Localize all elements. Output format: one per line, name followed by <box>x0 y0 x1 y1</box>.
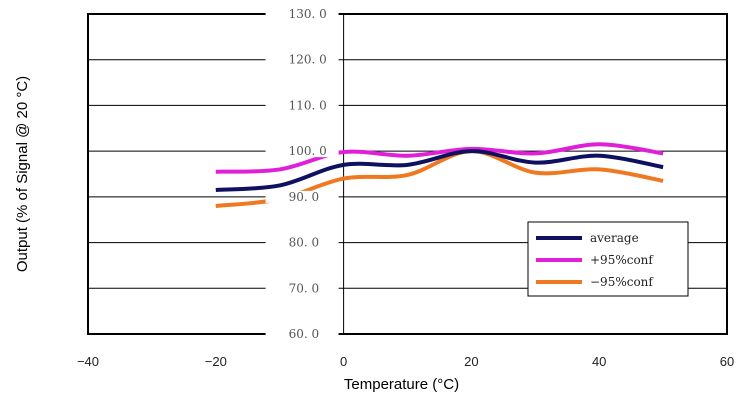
y-tick-label-bg <box>265 190 339 203</box>
legend-entry: average <box>590 231 639 245</box>
y-tick-label-bg <box>265 99 339 112</box>
y-axis-title: Output (% of Signal @ 20 °C) <box>14 76 31 272</box>
legend: average +95%conf −95%conf <box>527 221 689 297</box>
x-tick-label: 40 <box>592 354 606 369</box>
x-tick-label: 20 <box>464 354 478 369</box>
x-axis-title: Temperature (°C) <box>344 376 459 393</box>
series-line-1 <box>215 142 664 174</box>
legend-entry: +95%conf <box>590 253 654 267</box>
y-tick-label: 110. 0 <box>289 98 327 112</box>
y-tick-label: 120. 0 <box>289 53 327 67</box>
x-tick-label: 0 <box>340 354 347 369</box>
y-tick-label: 100. 0 <box>289 144 327 158</box>
y-tick-label: 130. 0 <box>289 7 327 21</box>
y-tick-label-bg <box>265 328 339 340</box>
y-tick-label: 80. 0 <box>289 236 320 250</box>
x-tick-label: −40 <box>77 354 99 369</box>
y-tick-label: 70. 0 <box>289 281 320 295</box>
y-tick-label-bg <box>265 53 339 66</box>
y-tick-label-bg <box>265 236 339 249</box>
y-tick-label-bg <box>265 8 339 20</box>
x-tick-labels: −40 −20 0 20 40 60 <box>77 354 734 369</box>
x-tick-label: 60 <box>720 354 734 369</box>
y-tick-label-bg <box>265 145 339 158</box>
legend-entry: −95%conf <box>590 275 654 289</box>
y-tick-label-bg <box>265 282 339 295</box>
y-tick-label: 60. 0 <box>289 327 320 341</box>
y-tick-label: 90. 0 <box>289 190 320 204</box>
x-tick-label: −20 <box>205 354 227 369</box>
y-tick-labels: 60. 0 70. 0 80. 0 90. 0 100. 0 110. 0 120. 0 13… <box>265 7 339 341</box>
series-line-0 <box>215 149 664 192</box>
plot-area-border <box>87 13 728 335</box>
